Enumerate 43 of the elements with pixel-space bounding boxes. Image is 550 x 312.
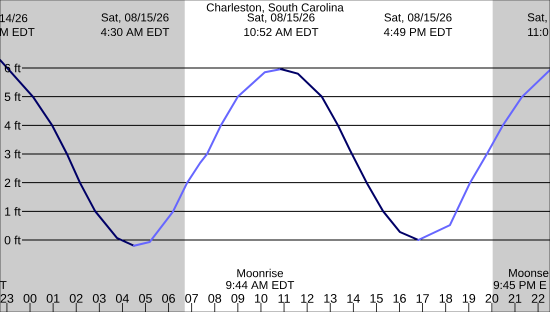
- x-tick-label: 00: [24, 294, 36, 303]
- x-tick-label: 08: [208, 294, 222, 303]
- annotation: Moonrise: [237, 268, 284, 278]
- annotation: 9:45 PM E: [494, 280, 546, 290]
- x-tick-label: 17: [416, 294, 429, 303]
- x-tick-label: 07: [185, 294, 198, 303]
- annotation: Sat, 08/15/26: [101, 13, 169, 23]
- x-tick-label: 16: [394, 294, 406, 303]
- chart-title: Charleston, South Carolina: [206, 3, 344, 13]
- x-tick-label: 23: [0, 294, 14, 303]
- annotation: Sat, 08/15/26: [247, 13, 315, 23]
- x-tick-label: 20: [486, 294, 498, 303]
- y-tick-label: 3 ft: [4, 150, 21, 158]
- y-tick-label: 0 ft: [4, 236, 21, 244]
- x-tick-label: 15: [370, 294, 383, 303]
- annotation: 10:52 AM EDT: [244, 28, 318, 36]
- x-tick-label: 19: [462, 294, 476, 303]
- y-tick-label: 5 ft: [4, 92, 21, 102]
- annotation: Moonse: [509, 269, 548, 277]
- annotation: 9:44 AM EDT: [226, 280, 294, 290]
- x-tick-label: 01: [46, 294, 60, 303]
- x-tick-label: 03: [92, 294, 106, 303]
- annotation: Sat, 08/15/26: [384, 13, 452, 23]
- y-tick-label: 4 ft: [4, 120, 21, 130]
- x-tick-label: 18: [440, 294, 452, 303]
- x-tick-label: 14: [347, 294, 360, 303]
- annotation: 4:49 PM EDT: [384, 28, 452, 36]
- annotation: Sat,: [528, 13, 547, 23]
- annotation: 4:30 AM EDT: [100, 28, 170, 36]
- x-tick-label: 21: [508, 294, 522, 303]
- x-tick-label: 13: [324, 294, 337, 303]
- x-tick-label: 06: [162, 294, 175, 303]
- x-tick-label: 12: [301, 294, 314, 303]
- x-tick-label: 11: [278, 294, 290, 303]
- x-tick-label: 02: [70, 294, 83, 303]
- y-tick-label: 2 ft: [4, 178, 21, 188]
- x-tick-label: 04: [116, 294, 129, 303]
- x-tick-label: 05: [139, 294, 152, 303]
- x-tick-label: 10: [254, 294, 268, 303]
- y-tick-label: 1 ft: [5, 206, 21, 216]
- annotation: 11:0: [528, 28, 548, 36]
- x-tick-label: 22: [532, 294, 544, 303]
- x-tick-label: 09: [231, 294, 244, 303]
